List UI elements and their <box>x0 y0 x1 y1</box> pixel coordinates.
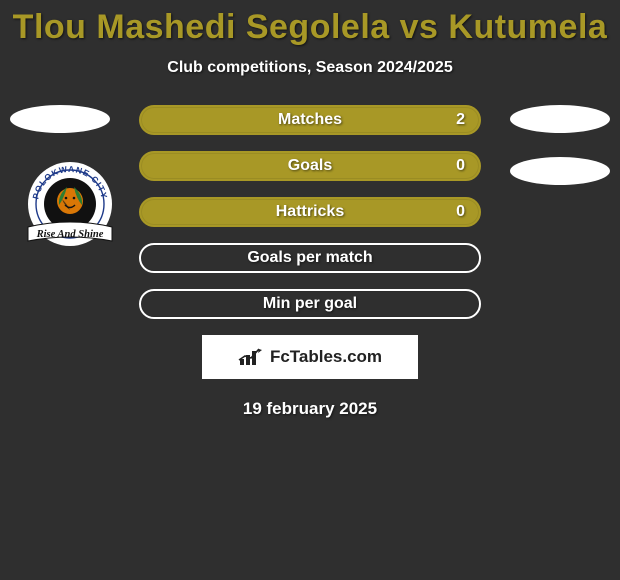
stat-bar: Goals per match <box>139 243 481 273</box>
stat-bar-label: Min per goal <box>263 295 357 313</box>
stat-bar-label: Goals <box>288 157 332 175</box>
comparison-stage: POLOKWANE CITY Rise And Shine Matches 2 Go… <box>0 105 620 419</box>
stat-bars: Matches 2 Goals 0 Hattricks 0 Goals per match M… <box>139 105 481 319</box>
brand-chart-icon <box>238 347 264 367</box>
stat-bar-value: 0 <box>456 203 465 221</box>
club-badge-svg: POLOKWANE CITY Rise And Shine <box>20 161 120 247</box>
stat-bar-label: Goals per match <box>247 249 372 267</box>
badge-banner-text: Rise And Shine <box>36 229 104 240</box>
date: 19 february 2025 <box>0 399 620 419</box>
side-ellipse-right <box>510 157 610 185</box>
brand-box[interactable]: FcTables.com <box>202 335 418 379</box>
side-ellipse-left <box>10 105 110 133</box>
brand-text: FcTables.com <box>270 347 382 367</box>
stat-bar-value: 0 <box>456 157 465 175</box>
stat-bar-label: Hattricks <box>276 203 344 221</box>
stat-bar-label: Matches <box>278 111 342 129</box>
page-title: Tlou Mashedi Segolela vs Kutumela <box>0 0 620 47</box>
club-badge-left: POLOKWANE CITY Rise And Shine <box>20 161 120 247</box>
stat-bar-value: 2 <box>456 111 465 129</box>
stat-bar: Hattricks 0 <box>139 197 481 227</box>
side-ellipse-right <box>510 105 610 133</box>
stat-bar: Min per goal <box>139 289 481 319</box>
subtitle: Club competitions, Season 2024/2025 <box>0 59 620 77</box>
stat-bar: Matches 2 <box>139 105 481 135</box>
stat-bar: Goals 0 <box>139 151 481 181</box>
